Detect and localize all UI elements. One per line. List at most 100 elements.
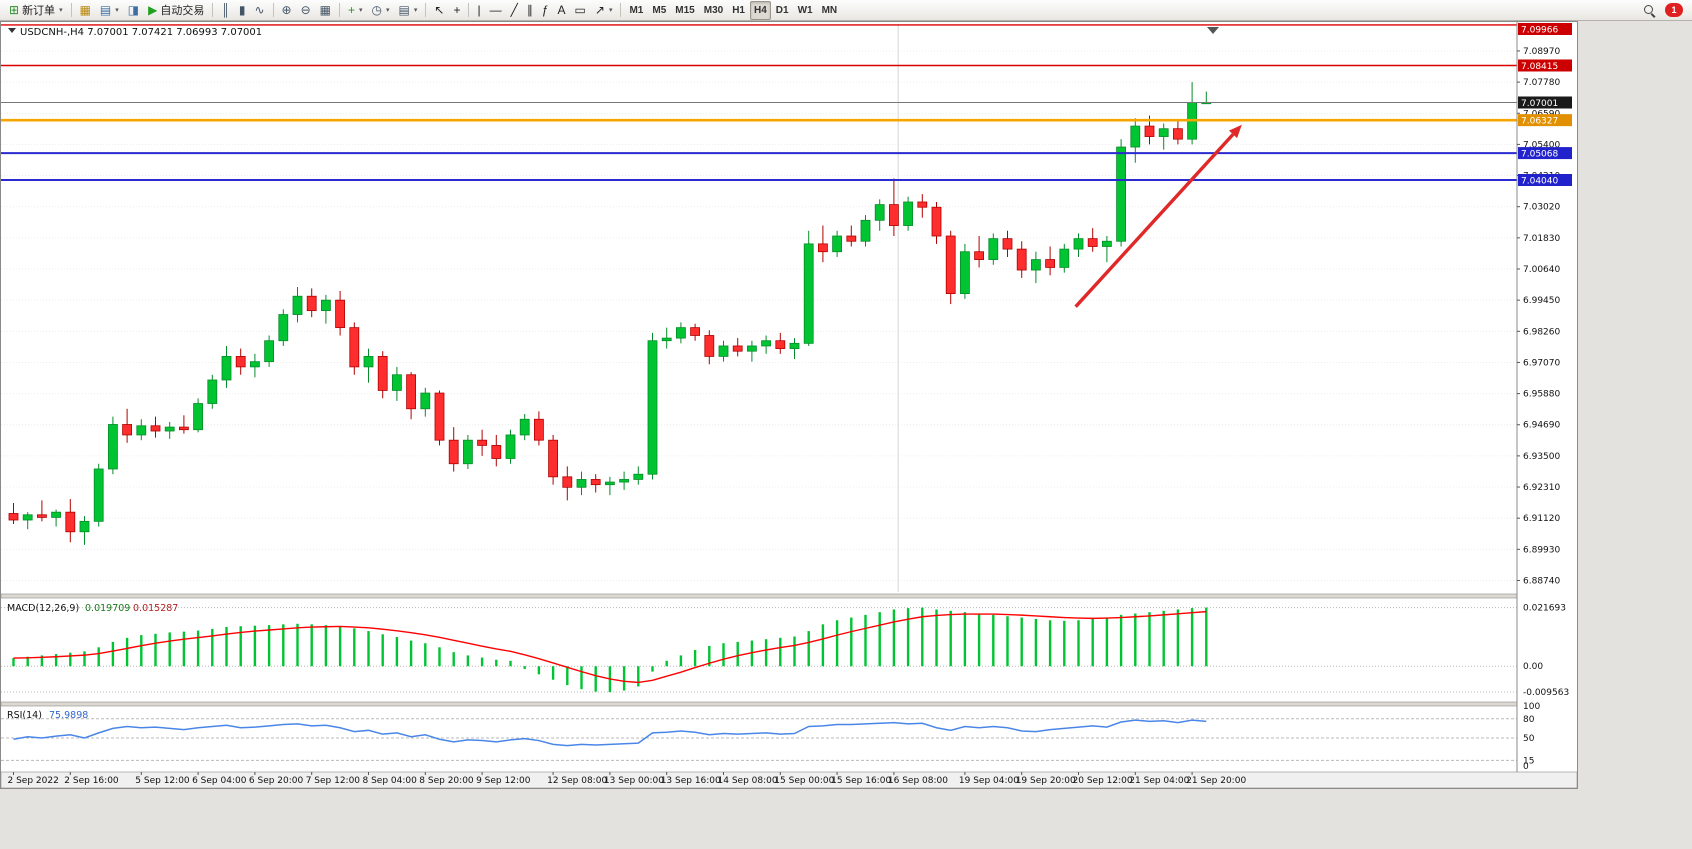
periods-button[interactable]: ◷ ▾ — [368, 1, 394, 20]
timeframe-h4[interactable]: H4 — [749, 0, 771, 20]
dropdown-caret-icon: ▾ — [608, 7, 613, 14]
indicators-icon: + — [348, 3, 356, 17]
equidistant-channel-button[interactable]: ∥ — [523, 1, 537, 20]
candle — [903, 201, 913, 226]
time-label: 21 Sep 20:00 — [1186, 776, 1246, 786]
macd-value-1: 0.019709 — [85, 603, 130, 614]
macd-value-2: 0.015287 — [133, 603, 178, 614]
candle — [264, 340, 275, 363]
candlestick-chart-button[interactable]: ▮ — [235, 1, 250, 20]
price-axis[interactable] — [1517, 22, 1577, 788]
candle — [1002, 238, 1013, 250]
templates-button[interactable]: ▤ ▾ — [395, 1, 422, 20]
zoom-out-button[interactable]: ⊖ — [297, 1, 315, 20]
timeframe-m30[interactable]: M30 — [700, 1, 727, 20]
cursor-icon: ↖ — [434, 3, 445, 17]
new-order-button[interactable]: ⊞ 新订单 ▾ — [5, 1, 67, 20]
candle — [122, 424, 132, 436]
price-tick-label: 6.89930 — [1523, 545, 1560, 555]
trend-arrow[interactable] — [1074, 133, 1235, 308]
price-tick-label: 6.98260 — [1523, 327, 1560, 337]
autotrading-button[interactable]: ▶ 自动交易 — [144, 1, 208, 20]
candle — [1116, 146, 1126, 242]
candle — [860, 219, 871, 242]
horizontal-line-button[interactable]: — — [486, 1, 506, 20]
timeframe-h1[interactable]: H1 — [728, 1, 749, 20]
price-tick-label: 7.08970 — [1523, 47, 1560, 57]
symbol-dropdown-icon[interactable] — [8, 28, 16, 33]
candle — [136, 425, 147, 436]
timeframe-m15[interactable]: M15 — [671, 1, 698, 20]
candle — [775, 340, 786, 349]
time-axis[interactable] — [1, 771, 1577, 788]
text-button[interactable]: A — [554, 1, 570, 20]
timeframe-m5[interactable]: M5 — [648, 1, 670, 20]
price-marker-label: 7.05068 — [1521, 150, 1558, 160]
terminal-button[interactable]: ◨ — [124, 1, 143, 20]
notifications-button[interactable]: 1 — [1661, 1, 1687, 20]
chart-symbol-ohlc: USDCNH-,H4 7.07001 7.07421 7.06993 7.070… — [20, 27, 262, 38]
timeframe-mn[interactable]: MN — [818, 1, 842, 20]
new-chart-button[interactable]: ▦ — [76, 1, 95, 20]
candle — [945, 235, 956, 295]
candle — [917, 201, 928, 208]
candle — [718, 345, 729, 357]
crosshair-icon: + — [453, 3, 461, 17]
crosshair-button[interactable]: + — [449, 1, 464, 20]
candle — [803, 243, 814, 344]
price-tick-label: 7.03020 — [1523, 203, 1560, 213]
time-label: 14 Sep 08:00 — [718, 776, 778, 786]
trendline-button[interactable]: ╱ — [507, 1, 522, 20]
candle — [534, 418, 544, 441]
zoom-in-button[interactable]: ⊕ — [278, 1, 296, 20]
cursor-button[interactable]: ↖ — [430, 1, 448, 20]
candle — [65, 511, 76, 533]
price-marker-label: 7.06327 — [1521, 117, 1558, 127]
time-label: 20 Sep 12:00 — [1073, 776, 1133, 786]
candle — [747, 345, 757, 352]
fibonacci-button[interactable]: ƒ — [538, 1, 553, 20]
price-marker-label: 7.08415 — [1521, 62, 1558, 72]
price-tick-label: 7.01830 — [1523, 234, 1560, 244]
bar-chart-button[interactable]: ║ — [217, 1, 234, 20]
price-tick-label: 6.93500 — [1523, 452, 1560, 462]
line-chart-button[interactable]: ∿ — [250, 1, 268, 20]
chart-shift-marker-icon[interactable] — [1207, 27, 1219, 34]
search-button[interactable] — [1639, 1, 1660, 20]
notification-bell-icon: 1 — [1665, 3, 1683, 17]
text-label-button[interactable]: ▭ — [571, 1, 590, 20]
tile-windows-button[interactable]: ▦ — [316, 1, 335, 20]
timeframe-d1[interactable]: D1 — [772, 1, 793, 20]
price-tick-label: 6.99450 — [1523, 296, 1560, 306]
clock-icon: ◷ — [371, 3, 383, 17]
trend-arrow-head[interactable] — [1228, 124, 1242, 139]
timeframe-h4-label: H4 — [753, 4, 767, 16]
rsi-line — [13, 719, 1207, 747]
price-chart[interactable]: 7.089707.077807.065907.054007.042107.030… — [1, 22, 1577, 788]
time-label: 2 Sep 16:00 — [64, 776, 119, 786]
line-chart-icon: ∿ — [254, 3, 265, 17]
toolbar-separator — [339, 3, 341, 17]
time-label: 12 Sep 08:00 — [547, 776, 607, 786]
profiles-button[interactable]: ▤ ▾ — [96, 1, 123, 20]
price-marker-label: 7.07001 — [1521, 99, 1558, 109]
vertical-line-button[interactable]: | — [473, 1, 484, 20]
indicators-button[interactable]: + ▾ — [344, 1, 367, 20]
timeframe-m1[interactable]: M1 — [625, 1, 647, 20]
timeframe-m1-label: M1 — [629, 4, 644, 16]
arrows-button[interactable]: ↗ ▾ — [591, 1, 617, 20]
rsi-axis-label: 100 — [1523, 702, 1540, 712]
candle — [633, 473, 644, 480]
new-order-button-label: 新订单 — [22, 5, 56, 17]
new-order-icon: ⊞ — [9, 3, 20, 17]
panel-separator[interactable] — [1, 701, 1577, 707]
price-marker-label: 7.09966 — [1521, 26, 1558, 36]
autotrading-button-label: 自动交易 — [160, 5, 205, 17]
text-label-icon: ▭ — [574, 3, 586, 17]
candle — [462, 439, 473, 465]
panel-separator[interactable] — [1, 593, 1577, 599]
price-tick-label: 6.92310 — [1523, 483, 1560, 493]
candle — [363, 356, 374, 368]
timeframe-w1[interactable]: W1 — [794, 1, 817, 20]
timeframe-m30-label: M30 — [703, 4, 724, 16]
